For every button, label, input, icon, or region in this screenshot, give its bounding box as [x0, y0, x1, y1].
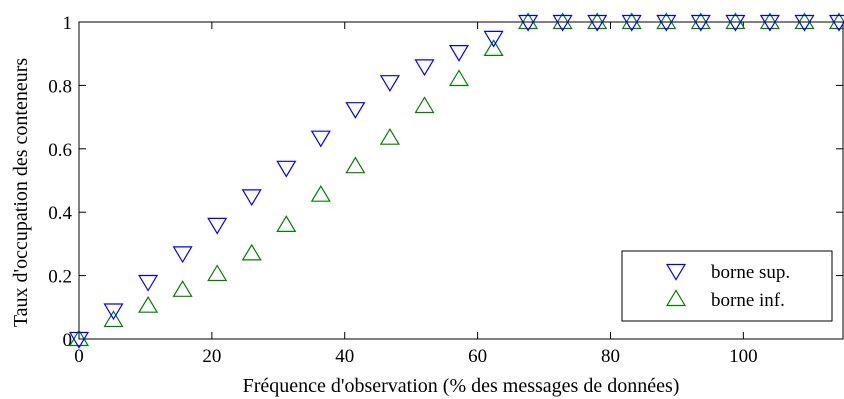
data-point	[656, 12, 677, 30]
series-triangle-down	[68, 14, 844, 349]
y-tick-label: 1	[63, 13, 73, 34]
data-point	[68, 331, 90, 349]
data-point	[587, 14, 608, 32]
data-points	[68, 12, 844, 349]
x-axis-label: Fréquence d'observation (% des messages …	[243, 375, 680, 397]
series-triangle-up	[68, 12, 844, 347]
legend-label: borne sup.	[711, 262, 790, 283]
data-point	[794, 12, 815, 30]
x-tick-label: 80	[601, 346, 620, 367]
data-point	[241, 243, 262, 261]
data-point	[518, 14, 539, 32]
x-tick-label: 20	[202, 346, 221, 367]
data-point	[172, 246, 193, 264]
data-point	[552, 12, 573, 30]
plot-border	[78, 21, 844, 340]
data-point	[276, 160, 297, 178]
data-point	[310, 130, 331, 148]
y-tick-label: 0.6	[48, 140, 72, 161]
data-point	[690, 14, 711, 32]
data-point	[552, 14, 573, 32]
data-point	[103, 310, 124, 328]
data-point	[794, 14, 815, 32]
data-point	[448, 44, 470, 62]
x-tick-label: 0	[74, 346, 84, 367]
data-point	[379, 128, 400, 145]
x-tick-label: 40	[335, 346, 354, 367]
y-axis: 0 0.2 0.4 0.6 0.8 1	[48, 13, 843, 351]
y-tick-label: 0.8	[48, 76, 72, 97]
data-point	[759, 14, 780, 32]
x-tick-label: 100	[729, 346, 758, 367]
data-point	[621, 14, 642, 32]
data-point	[138, 274, 159, 292]
data-point	[103, 303, 124, 321]
data-point	[621, 12, 642, 30]
data-point	[587, 12, 608, 30]
x-axis: 0 20 40 60 80 100	[74, 22, 758, 367]
data-point	[345, 102, 366, 119]
legend-box	[621, 250, 833, 322]
data-point	[518, 12, 539, 30]
data-point	[414, 96, 435, 114]
legend-entries: borne sup. borne inf.	[665, 262, 790, 311]
data-point	[656, 14, 677, 32]
data-point	[276, 215, 297, 232]
data-point	[483, 30, 504, 48]
data-point	[690, 12, 711, 30]
data-point	[725, 14, 746, 32]
data-point	[310, 185, 331, 202]
legend-label: borne inf.	[711, 290, 785, 311]
data-point	[759, 12, 780, 30]
data-point	[483, 39, 504, 57]
data-point	[345, 156, 366, 174]
data-point	[448, 69, 470, 87]
legend: borne sup. borne inf.	[621, 250, 833, 322]
data-point	[172, 280, 193, 297]
y-tick-label: 0	[63, 330, 73, 351]
data-point	[138, 296, 159, 313]
legend-marker	[665, 263, 687, 281]
data-point	[68, 329, 90, 347]
data-point	[414, 59, 435, 77]
data-point	[379, 75, 400, 92]
data-point	[207, 264, 228, 282]
y-axis-label: Taux d'occupation des conteneurs	[10, 58, 32, 328]
legend-marker	[665, 289, 687, 307]
data-point	[207, 217, 228, 235]
x-tick-label: 60	[468, 346, 487, 367]
y-tick-label: 0.4	[48, 203, 72, 224]
data-point	[725, 12, 746, 30]
plot-frame	[78, 21, 844, 340]
y-tick-label: 0.2	[48, 267, 72, 288]
data-point	[241, 189, 262, 207]
